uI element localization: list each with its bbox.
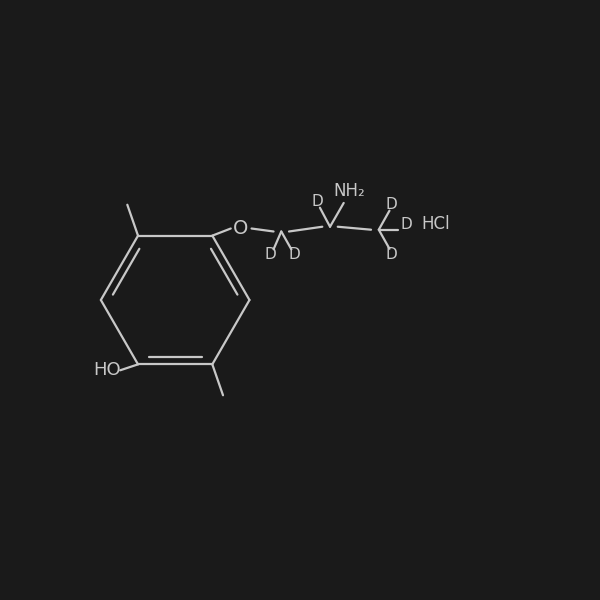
Text: O: O <box>233 219 248 238</box>
Text: HCl: HCl <box>422 215 450 233</box>
Text: D: D <box>311 194 323 209</box>
Text: HO: HO <box>93 361 121 379</box>
Text: D: D <box>289 247 300 262</box>
Text: D: D <box>386 247 398 262</box>
Text: D: D <box>265 247 277 262</box>
Text: D: D <box>386 197 398 212</box>
Text: NH₂: NH₂ <box>334 182 365 200</box>
Text: D: D <box>401 217 413 232</box>
